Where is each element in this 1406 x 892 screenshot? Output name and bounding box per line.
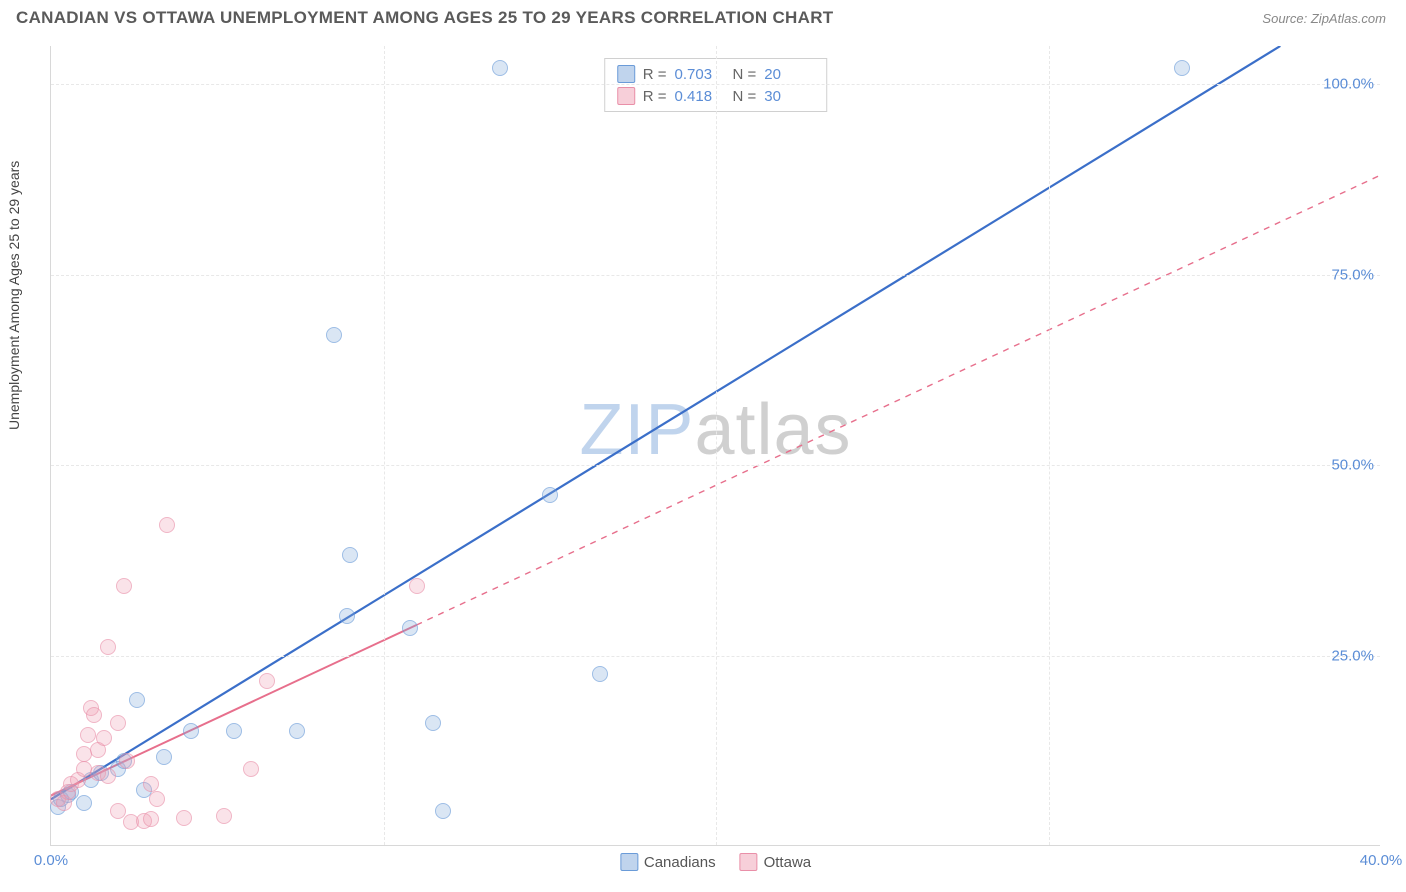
data-point: [326, 327, 342, 343]
n-label: N =: [733, 88, 757, 105]
n-label: N =: [733, 66, 757, 83]
data-point: [176, 810, 192, 826]
r-value: 0.703: [675, 66, 725, 83]
data-point: [259, 673, 275, 689]
data-point: [119, 753, 135, 769]
data-point: [243, 761, 259, 777]
legend-label: Canadians: [644, 854, 716, 871]
source-name: ZipAtlas.com: [1311, 11, 1386, 26]
data-point: [143, 776, 159, 792]
data-point: [156, 749, 172, 765]
data-point: [226, 723, 242, 739]
n-value: 20: [764, 66, 814, 83]
x-tick-label: 0.0%: [34, 852, 68, 869]
data-point: [143, 811, 159, 827]
n-value: 30: [764, 88, 814, 105]
data-point: [149, 791, 165, 807]
data-point: [80, 727, 96, 743]
data-point: [342, 547, 358, 563]
data-point: [402, 620, 418, 636]
legend-label: Ottawa: [764, 854, 812, 871]
data-point: [110, 715, 126, 731]
data-point: [159, 517, 175, 533]
watermark-zip: ZIP: [579, 390, 694, 470]
data-point: [216, 808, 232, 824]
data-point: [96, 730, 112, 746]
scatter-chart: ZIPatlas R = 0.703 N = 20 R = 0.418 N = …: [50, 46, 1380, 846]
swatch-pink-icon: [740, 853, 758, 871]
series-legend: Canadians Ottawa: [620, 853, 811, 871]
data-point: [116, 578, 132, 594]
chart-title: CANADIAN VS OTTAWA UNEMPLOYMENT AMONG AG…: [16, 8, 833, 28]
source-label: Source:: [1262, 11, 1307, 26]
data-point: [110, 803, 126, 819]
source-credit: Source: ZipAtlas.com: [1262, 11, 1386, 26]
y-tick-label: 50.0%: [1331, 457, 1374, 474]
swatch-pink-icon: [617, 87, 635, 105]
trend-line-solid: [51, 46, 1280, 799]
data-point: [542, 487, 558, 503]
data-point: [435, 803, 451, 819]
data-point: [1174, 60, 1190, 76]
data-point: [100, 639, 116, 655]
legend-item-canadians: Canadians: [620, 853, 716, 871]
data-point: [339, 608, 355, 624]
r-value: 0.418: [675, 88, 725, 105]
legend-item-ottawa: Ottawa: [740, 853, 812, 871]
data-point: [425, 715, 441, 731]
y-tick-label: 25.0%: [1331, 647, 1374, 664]
gridline-v: [384, 46, 385, 845]
gridline-v: [1049, 46, 1050, 845]
swatch-blue-icon: [620, 853, 638, 871]
data-point: [409, 578, 425, 594]
data-point: [100, 768, 116, 784]
y-tick-label: 75.0%: [1331, 266, 1374, 283]
data-point: [492, 60, 508, 76]
data-point: [86, 707, 102, 723]
data-point: [183, 723, 199, 739]
y-tick-label: 100.0%: [1323, 76, 1374, 93]
y-axis-label: Unemployment Among Ages 25 to 29 years: [6, 161, 22, 430]
trend-line-dashed: [416, 175, 1380, 625]
gridline-v: [716, 46, 717, 845]
swatch-blue-icon: [617, 65, 635, 83]
r-label: R =: [643, 88, 667, 105]
x-tick-label: 40.0%: [1360, 852, 1403, 869]
data-point: [76, 795, 92, 811]
data-point: [289, 723, 305, 739]
watermark-atlas: atlas: [694, 390, 851, 470]
chart-header: CANADIAN VS OTTAWA UNEMPLOYMENT AMONG AG…: [0, 0, 1406, 32]
r-label: R =: [643, 66, 667, 83]
data-point: [129, 692, 145, 708]
data-point: [592, 666, 608, 682]
